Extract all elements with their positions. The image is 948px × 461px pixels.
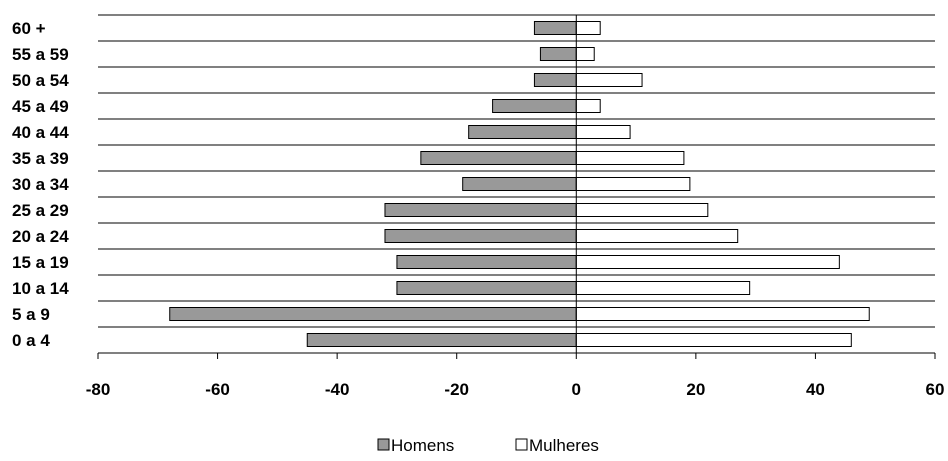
bar-homens [169, 307, 577, 321]
x-tick-label: 0 [572, 380, 581, 399]
category-label: 35 a 39 [12, 149, 69, 168]
category-label: 45 a 49 [12, 97, 69, 116]
x-tick-label: -80 [86, 380, 111, 399]
bar-mulheres [575, 281, 751, 295]
bar-mulheres [575, 307, 870, 321]
bars [169, 21, 870, 347]
category-label: 10 a 14 [12, 279, 69, 298]
bar-homens [533, 21, 577, 35]
bar-homens [492, 99, 577, 113]
bar-mulheres [575, 333, 852, 347]
category-label: 60 + [12, 19, 46, 38]
bar-mulheres [575, 177, 691, 191]
bar-homens [533, 73, 577, 87]
x-tick-label: 40 [806, 380, 825, 399]
category-label: 40 a 44 [12, 123, 69, 142]
bar-homens [462, 177, 577, 191]
bar-homens [468, 125, 577, 139]
bar-homens [539, 47, 577, 61]
x-tick-label: 20 [686, 380, 705, 399]
x-tick-label: -20 [444, 380, 469, 399]
x-tick-label: -60 [205, 380, 230, 399]
legend-label-mulheres: Mulheres [529, 436, 599, 455]
category-label: 5 a 9 [12, 305, 50, 324]
legend-swatch-homens [377, 438, 390, 451]
category-label: 0 a 4 [12, 331, 50, 350]
bar-mulheres [575, 203, 709, 217]
category-label: 15 a 19 [12, 253, 69, 272]
bar-homens [306, 333, 577, 347]
x-ticks: -80 -60 -40 -20 0 20 40 60 [86, 353, 945, 399]
category-label: 30 a 34 [12, 175, 69, 194]
category-label: 55 a 59 [12, 45, 69, 64]
bar-homens [396, 255, 577, 269]
category-labels: 60 + 55 a 59 50 a 54 45 a 49 40 a 44 35 a 39 3… [12, 19, 69, 350]
bar-homens [420, 151, 577, 165]
legend-swatch-mulheres [515, 438, 528, 451]
gridlines [98, 14, 935, 328]
bar-mulheres [575, 151, 685, 165]
bar-mulheres [575, 125, 631, 139]
bar-mulheres [575, 229, 739, 243]
category-label: 20 a 24 [12, 227, 69, 246]
category-label: 25 a 29 [12, 201, 69, 220]
legend: Homens Mulheres [377, 436, 599, 455]
x-tick-label: 60 [926, 380, 945, 399]
x-tick-label: -40 [325, 380, 350, 399]
bar-homens [396, 281, 577, 295]
bar-mulheres [575, 73, 643, 87]
legend-label-homens: Homens [391, 436, 454, 455]
bar-mulheres [575, 47, 595, 61]
bar-homens [384, 229, 577, 243]
bar-mulheres [575, 21, 601, 35]
bar-homens [384, 203, 577, 217]
bar-mulheres [575, 99, 601, 113]
category-label: 50 a 54 [12, 71, 69, 90]
bar-mulheres [575, 255, 840, 269]
